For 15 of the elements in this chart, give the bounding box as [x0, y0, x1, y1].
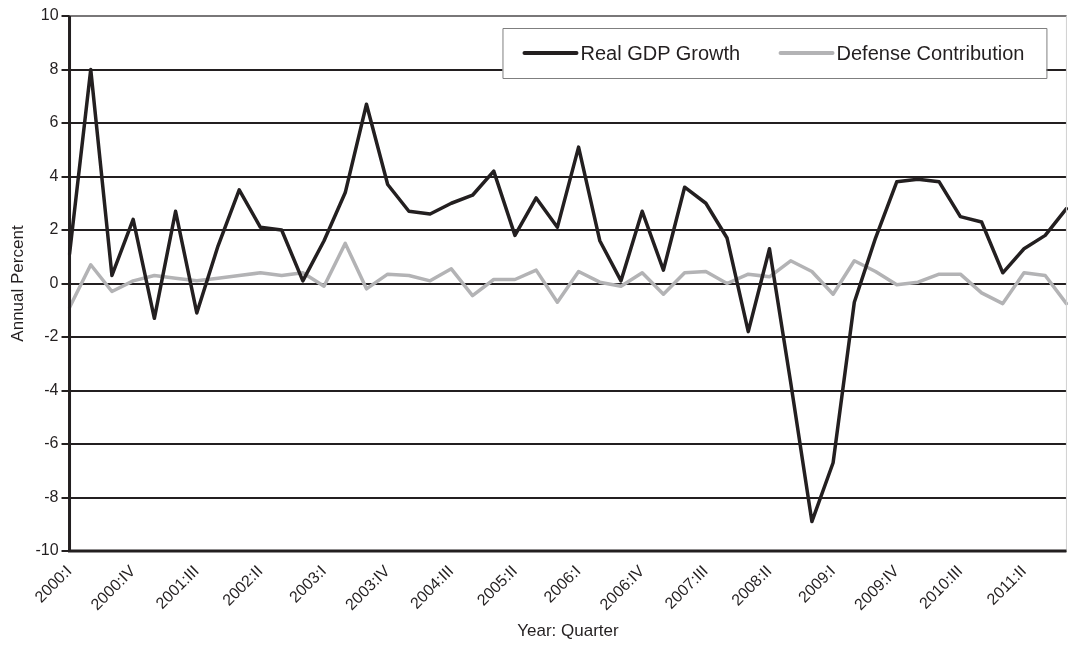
y-tick-label: -8 — [44, 487, 59, 505]
y-tick-label: 8 — [49, 59, 59, 77]
y-tick-label: -4 — [44, 380, 59, 398]
y-axis-title: Annual Percent — [7, 225, 27, 342]
y-tick-label: 4 — [49, 166, 59, 184]
y-tick-label: 6 — [49, 113, 59, 131]
y-tick-label: -10 — [35, 541, 59, 559]
y-tick-label: 0 — [49, 273, 59, 291]
y-tick-label: 2 — [49, 220, 59, 238]
legend-label: Defense Contribution — [836, 41, 1025, 64]
y-tick-label: 10 — [40, 6, 59, 24]
y-tick-label: -6 — [44, 434, 59, 452]
y-tick-label: -2 — [44, 327, 59, 345]
legend-label: Real GDP Growth — [580, 41, 741, 64]
x-axis-title: Year: Quarter — [517, 621, 620, 641]
